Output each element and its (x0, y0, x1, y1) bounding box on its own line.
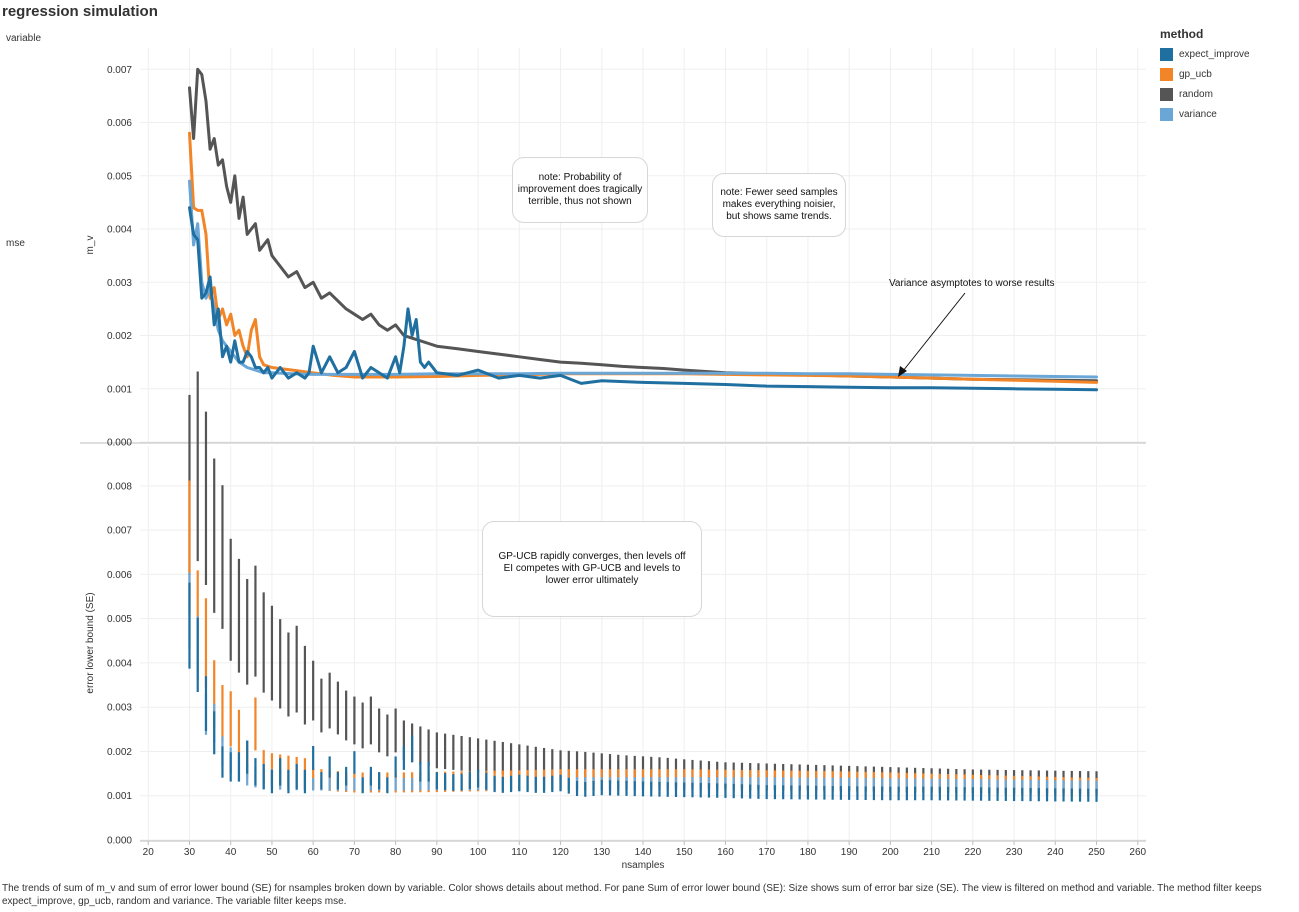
x-tick-label: 260 (1129, 847, 1146, 858)
annotation-note-seed-samples: note: Fewer seed samples makes everythin… (712, 173, 846, 237)
y-tick-label: 0.004 (107, 225, 132, 236)
y-tick-label: 0.007 (107, 526, 132, 537)
legend-label: gp_ucb (1179, 68, 1212, 80)
x-tick-label: 80 (390, 847, 402, 858)
x-tick-label: 250 (1088, 847, 1105, 858)
x-tick-label: 150 (676, 847, 693, 858)
legend-swatch (1160, 87, 1173, 101)
y-tick-label: 0.002 (107, 747, 132, 758)
y-tick-label: 0.005 (107, 614, 132, 625)
x-tick-label: 130 (593, 847, 610, 858)
x-tick-label: 120 (552, 847, 569, 858)
legend-label: variance (1179, 108, 1217, 120)
x-tick-label: 160 (717, 847, 734, 858)
x-tick-label: 30 (184, 847, 196, 858)
legend-label: expect_improve (1179, 48, 1250, 60)
x-tick-label: 240 (1047, 847, 1064, 858)
legend: method expect_improve gp_ucb random vari… (1160, 27, 1250, 124)
x-tick-label: 90 (431, 847, 443, 858)
y-tick-label: 0.001 (107, 791, 132, 802)
x-tick-label: 210 (923, 847, 940, 858)
x-tick-label: 220 (964, 847, 981, 858)
page-title: regression simulation (2, 3, 158, 20)
y-tick-label: 0.003 (107, 278, 132, 289)
legend-item-random[interactable]: random (1160, 84, 1250, 104)
chart-caption: The trends of sum of m_v and sum of erro… (2, 883, 1262, 907)
x-tick-label: 60 (308, 847, 320, 858)
x-tick-label: 170 (758, 847, 775, 858)
legend-item-gp-ucb[interactable]: gp_ucb (1160, 64, 1250, 84)
y-axis-label: m_v (85, 236, 96, 255)
legend-item-expect-improve[interactable]: expect_improve (1160, 44, 1250, 64)
x-tick-label: 100 (470, 847, 487, 858)
x-tick-label: 200 (882, 847, 899, 858)
x-tick-label: 190 (841, 847, 858, 858)
x-tick-label: 110 (511, 847, 527, 858)
legend-swatch (1160, 107, 1173, 121)
x-tick-label: 70 (349, 847, 361, 858)
series-line-expect-improve (188, 206, 1098, 392)
y-tick-label: 0.007 (107, 65, 132, 76)
legend-swatch (1160, 67, 1173, 81)
y-axis-label: error lower bound (SE) (85, 592, 96, 693)
x-axis-label: nsamples (622, 860, 665, 871)
y-tick-label: 0.006 (107, 570, 132, 581)
annotation-note-probability: note: Probability of improvement does tr… (512, 157, 648, 223)
x-tick-label: 20 (143, 847, 155, 858)
x-tick-label: 230 (1006, 847, 1023, 858)
y-tick-label: 0.000 (107, 438, 132, 449)
y-tick-label: 0.005 (107, 171, 132, 182)
x-tick-label: 180 (800, 847, 817, 858)
column-header-variable: variable (6, 33, 42, 44)
y-tick-label: 0.000 (107, 836, 132, 847)
y-tick-label: 0.006 (107, 118, 132, 129)
y-tick-label: 0.008 (107, 481, 132, 492)
y-tick-label: 0.004 (107, 658, 132, 669)
series-line-random (188, 67, 1098, 383)
pane-error-lower-bound: 0.000 0.001 0.002 0.003 0.004 0.005 0.006 0.007… (85, 446, 1146, 847)
error-bars-expect-improve (188, 582, 1098, 802)
annotation-arrowhead (898, 366, 907, 377)
y-tick-label: 0.003 (107, 703, 132, 714)
x-tick-label: 50 (266, 847, 278, 858)
x-tick-label: 140 (635, 847, 652, 858)
annotation-arrow (902, 292, 966, 372)
y-tick-label: 0.002 (107, 331, 132, 342)
legend-label: random (1179, 88, 1213, 100)
annotation-variance-asymptotes: Variance asymptotes to worse results (889, 278, 1055, 289)
legend-item-variance[interactable]: variance (1160, 104, 1250, 124)
x-tick-label: 40 (225, 847, 237, 858)
annotation-gp-ucb-converges: GP-UCB rapidly converges, then levels of… (482, 521, 702, 617)
y-tick-label: 0.001 (107, 384, 132, 395)
row-label-mse: mse (6, 238, 25, 249)
legend-swatch (1160, 47, 1173, 61)
legend-title: method (1160, 27, 1204, 41)
